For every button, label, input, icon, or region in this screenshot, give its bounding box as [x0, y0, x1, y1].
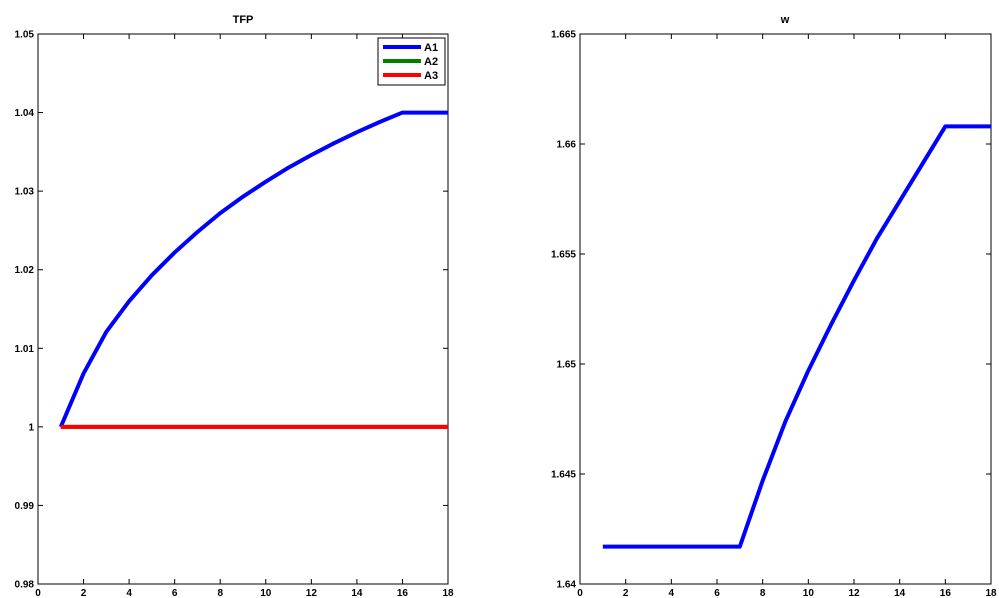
w-plot-area: [579, 33, 992, 585]
tfp-ytick-label: 0.99: [15, 501, 35, 512]
tfp-xtick-label: 14: [351, 588, 363, 598]
w-ytick-label: 1.66: [557, 140, 577, 151]
tfp-xtick-label: 0: [35, 588, 41, 598]
w-ytick-label: 1.645: [551, 470, 576, 481]
tfp-ytick-label: 1.05: [15, 30, 35, 41]
tfp-xtick-label: 2: [81, 588, 87, 598]
tfp-plot-area: [37, 33, 449, 585]
w-xtick-label: 12: [848, 588, 860, 598]
tfp-series-a1-line: [58, 110, 448, 428]
w-ticks: 0 2 4 6 8 10 12 14 16 18 1.64 1.645 1.65 1.655 1.66 1.6…: [551, 30, 997, 598]
w-title: w: [780, 14, 790, 26]
w-ytick-label: 1.665: [551, 30, 576, 41]
tfp-xtick-label: 16: [397, 588, 409, 598]
tfp-xtick-label: 6: [172, 588, 178, 598]
legend-label-a2: A2: [424, 56, 438, 68]
w-subplot: w 0 2 4 6 8 10 12 14 16 18 1.64 1.645 1.65 1.655 1.66 1…: [551, 14, 997, 598]
w-xtick-label: 8: [760, 588, 766, 598]
w-xtick-label: 18: [985, 588, 997, 598]
tfp-subplot: TFP 0 2 4 6 8 10 12 14 16 18 0.98 0.99 1 1.01 1.02 1.03…: [15, 14, 454, 598]
tfp-ytick-label: 1.04: [15, 108, 35, 119]
tfp-legend: A1 A2 A3: [377, 37, 446, 86]
w-xtick-label: 10: [803, 588, 815, 598]
tfp-xtick-label: 4: [126, 588, 132, 598]
tfp-ytick-label: 1.01: [15, 344, 35, 355]
tfp-ytick-label: 1: [28, 422, 34, 433]
w-ytick-label: 1.655: [551, 250, 576, 261]
tfp-xtick-label: 8: [217, 588, 223, 598]
tfp-ytick-label: 0.98: [15, 580, 35, 591]
tfp-xtick-label: 18: [442, 588, 454, 598]
w-lines: [602, 124, 991, 549]
w-ytick-label: 1.64: [557, 580, 577, 591]
tfp-title: TFP: [233, 14, 254, 26]
w-xtick-label: 2: [623, 588, 629, 598]
legend-label-a1: A1: [424, 42, 438, 54]
w-xtick-label: 4: [669, 588, 675, 598]
tfp-ytick-label: 1.02: [15, 265, 35, 276]
w-xtick-label: 0: [577, 588, 583, 598]
tfp-ytick-label: 1.03: [15, 187, 35, 198]
w-series-w-line: [602, 124, 991, 549]
w-xtick-label: 16: [940, 588, 952, 598]
tfp-ticks: 0 2 4 6 8 10 12 14 16 18 0.98 0.99 1 1.01 1.02 1.03 1.04…: [15, 30, 454, 598]
tfp-xtick-label: 12: [306, 588, 318, 598]
tfp-xtick-label: 10: [260, 588, 272, 598]
legend-label-a3: A3: [424, 70, 438, 82]
tfp-lines: [58, 110, 448, 429]
w-ytick-label: 1.65: [557, 360, 577, 371]
w-xtick-label: 6: [714, 588, 720, 598]
w-xtick-label: 14: [894, 588, 906, 598]
